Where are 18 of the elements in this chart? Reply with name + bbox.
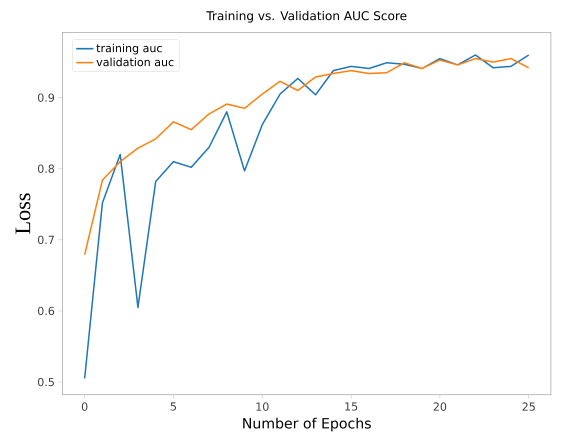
x-tick-label: 20 <box>434 402 446 411</box>
line-series <box>84 54 530 380</box>
y-axis-title: Loss <box>16 193 30 234</box>
y-tick-label: 0.6 <box>38 306 54 316</box>
x-tick-label: 5 <box>170 402 176 411</box>
line-series <box>84 58 530 256</box>
y-tick-label: 0.9 <box>38 93 54 102</box>
y-tick-label: 0.5 <box>38 378 54 386</box>
chart-title: Training vs. Validation AUC Score <box>206 10 406 23</box>
y-tick-label: 0.7 <box>38 236 54 244</box>
legend-label: training auc <box>96 44 162 54</box>
x-tick-label: 10 <box>256 402 269 411</box>
x-tick-label: 0 <box>82 402 88 411</box>
x-axis-title: Number of Epochs <box>243 418 371 432</box>
legend-label: validation auc <box>96 58 174 66</box>
x-tick-label: 15 <box>345 402 358 411</box>
x-tick-label: 25 <box>522 402 535 411</box>
y-tick-label: 0.8 <box>38 164 54 173</box>
